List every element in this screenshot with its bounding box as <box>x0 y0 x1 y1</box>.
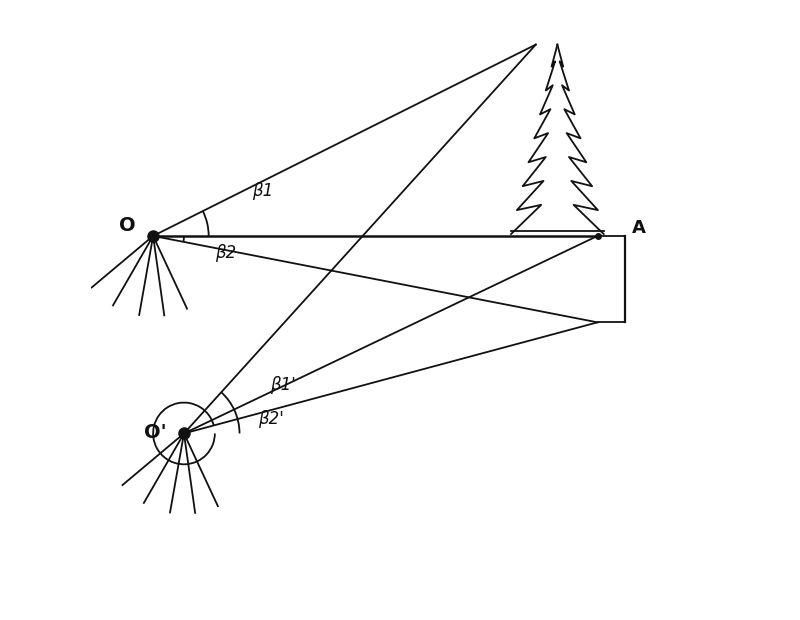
Text: β1': β1' <box>270 376 296 394</box>
Text: β2': β2' <box>258 410 284 428</box>
Text: β1: β1 <box>252 182 273 200</box>
Text: β2: β2 <box>215 244 236 262</box>
Text: A: A <box>631 219 646 237</box>
Text: O: O <box>119 216 136 235</box>
Text: O': O' <box>144 423 166 443</box>
